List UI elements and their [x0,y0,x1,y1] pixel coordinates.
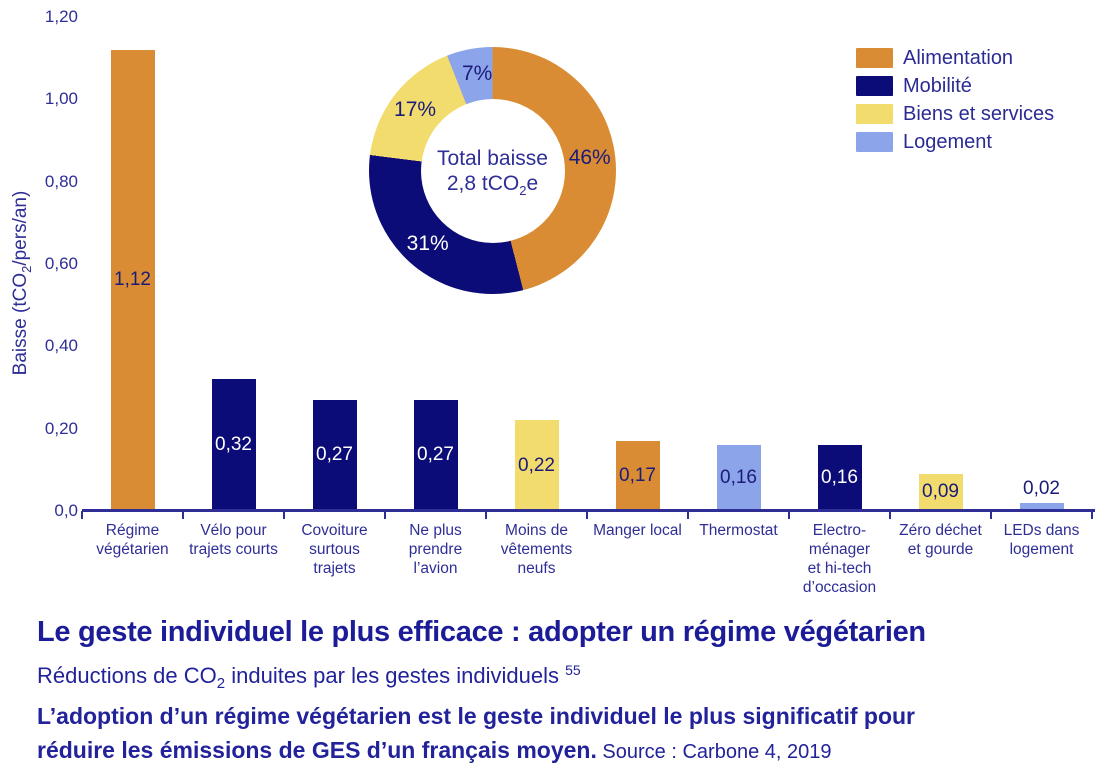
axis-tick [81,511,83,519]
category-label: Ne plus prendre l’avion [408,522,463,577]
donut-center-text: Total baisse 2,8 tCO2e [437,146,548,203]
donut-center-line2-sub: 2 [519,183,527,198]
bar [817,445,862,511]
footer-source: Source : Carbone 4, 2019 [596,741,832,763]
bar [615,441,660,511]
bar [716,445,761,511]
bar [918,473,963,511]
bar-value-label: 0,02 [1023,477,1060,499]
donut-slice-label: 7% [461,61,493,85]
footer-subtitle-pre: Réductions de CO [37,663,217,688]
axis-tick [889,511,891,519]
donut-slice-label: 31% [406,232,449,255]
bar-value-label: 0,09 [922,481,959,503]
donut-chart: Total baisse 2,8 tCO2e 46% 31% 17% 7% [369,47,616,294]
legend-label: Mobilité [903,74,972,97]
bar [312,399,357,511]
category-label: Zéro déchet et gourde [899,522,982,558]
donut-slice-label: 46% [568,146,611,170]
bar [110,49,155,511]
legend-label: Logement [903,130,992,153]
axis-tick [1091,511,1093,519]
bar [514,420,559,511]
legend-item: Mobilité [856,72,1054,100]
legend-label: Alimentation [903,46,1014,69]
y-tick-label: 0,40 [44,336,78,356]
legend-item: Alimentation [856,44,1054,72]
category-label: Régime végétarien [96,522,169,558]
legend-item: Logement [856,128,1054,156]
category-label: Electro- ménager et hi-tech d’occasion [802,522,877,596]
x-axis-line [82,509,1095,512]
bar-value-label: 0,16 [720,467,757,489]
legend-swatch [856,76,893,96]
bar-value-label: 0,27 [417,444,454,466]
category-label: Covoiture surtous trajets [301,522,368,577]
footer-heading: Le geste individuel le plus efficace : a… [37,616,926,648]
axis-tick [788,511,790,519]
y-tick-label: 0,80 [44,171,78,191]
donut-slice-label: 17% [394,98,437,122]
footer-subtitle-mid: induites par les gestes individuels [225,663,566,688]
category-label: LEDs dans logement [1003,522,1080,558]
bar-value-label: 0,16 [821,467,858,489]
axis-tick [283,511,285,519]
category-label: Vélo pour trajets courts [189,522,278,558]
y-tick-label: 1,20 [44,7,78,26]
donut-center-line1: Total baisse [437,147,548,170]
bar [413,399,458,511]
y-tick-label: 1,00 [44,89,78,109]
donut-center-line2-post: e [526,172,539,195]
category-label: Moins de vêtements neufs [500,522,573,577]
legend: Alimentation Mobilité Biens et services Log… [856,44,1054,156]
donut-center-line2: 2,8 tCO2e [437,171,548,203]
legend-swatch [856,104,893,124]
footer-subtitle: Réductions de CO2 induites par les geste… [37,662,581,692]
bar-value-label: 0,32 [215,434,252,456]
footer-body-line1: L’adoption d’un régime végétarien est le… [37,703,915,729]
footer-subtitle-sub: 2 [216,675,226,692]
bar-value-label: 0,27 [316,444,353,466]
axis-tick [182,511,184,519]
y-tick-label: 0,60 [44,254,78,273]
legend-label: Biens et services [903,102,1055,125]
footer-subtitle-sup: 55 [565,662,581,678]
footer-body-line2: réduire les émissions de GES d’un frança… [37,737,597,763]
legend-swatch [856,48,893,68]
category-label: Thermostat [699,522,778,539]
axis-tick [990,511,992,519]
bar-value-label: 1,12 [114,269,151,291]
bar [211,379,256,511]
bar-value-label: 0,22 [518,454,555,476]
legend-swatch [856,132,893,152]
y-tick-label: 0,20 [44,418,78,438]
bar-value-label: 0,17 [619,465,656,486]
y-tick-label: 0,0 [54,501,78,520]
footer-body: L’adoption d’un régime végétarien est le… [37,699,1087,768]
category-label: Manger local [593,522,682,539]
axis-tick [586,511,588,519]
y-axis-title-pre: Baisse (tCO [10,272,31,376]
donut-hole: Total baisse 2,8 tCO2e [420,98,565,243]
axis-tick [384,511,386,519]
axis-tick [485,511,487,519]
footer-body-bold: L’adoption d’un régime végétarien est le… [37,703,915,763]
bar [1019,502,1064,511]
donut-center-line2-pre: 2,8 tCO [446,172,520,195]
axis-tick [687,511,689,519]
legend-item: Biens et services [856,100,1054,128]
